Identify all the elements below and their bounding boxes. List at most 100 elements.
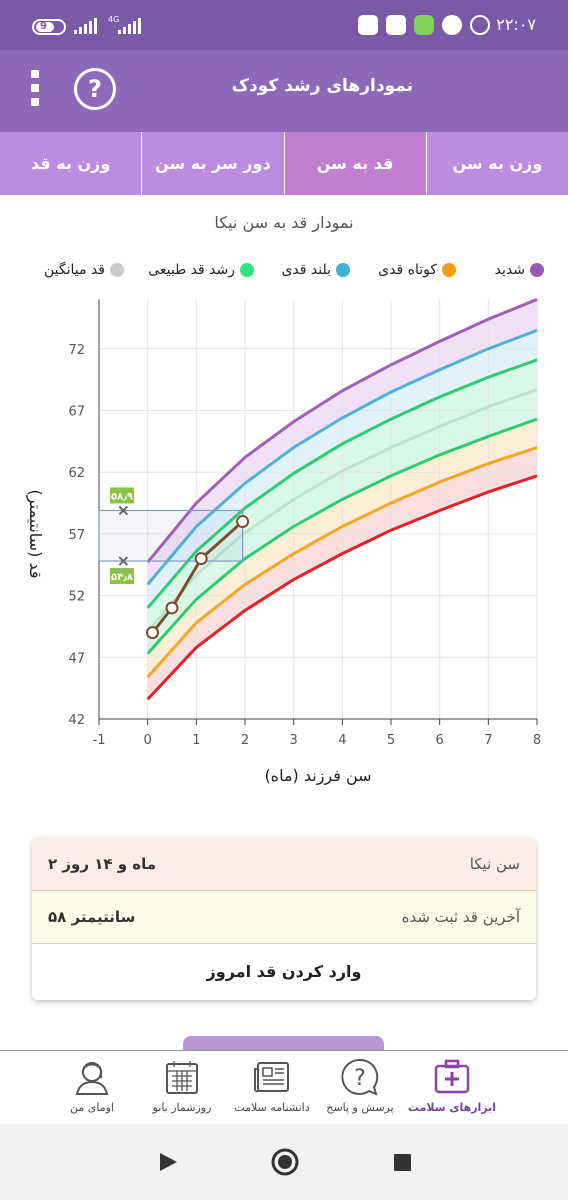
y-tick-label: 42 [68, 713, 85, 728]
status-bar: 9 4G ۲۲:۰۷ [0, 0, 568, 50]
battery-level: 9 [40, 21, 47, 32]
nav-label: ابزارهای سلامت [407, 1101, 497, 1114]
legend-label: کوتاه قدی [378, 262, 437, 278]
range-badge-label: ۵۸٫۹ [111, 491, 133, 502]
question-icon: ? [88, 75, 102, 103]
child-info-card: سن نیکا ۲ ماه و ۱۴ روز آخرین قد ثبت شده … [32, 838, 536, 1000]
x-tick-label: 8 [533, 733, 541, 748]
svg-text:?: ? [354, 1066, 366, 1091]
legend-item-severe: شدید [495, 262, 544, 278]
shield-notification-icon [442, 15, 462, 35]
enter-height-button[interactable]: وارد کردن قد امروز [206, 962, 362, 981]
nav-label: روزشمار بانو [152, 1101, 212, 1114]
back-play-icon[interactable] [158, 1152, 178, 1172]
age-label: سن نیکا [469, 855, 520, 873]
legend-item-average: قد میانگین [44, 262, 124, 278]
range-badge [110, 568, 134, 585]
network-type: 4G [108, 15, 120, 24]
legend-item-tall: بلند قدی [281, 262, 350, 278]
legend-label: قد میانگین [44, 262, 105, 278]
child-height-point[interactable] [146, 626, 160, 640]
child-height-point[interactable] [194, 552, 208, 566]
series-line [146, 446, 538, 679]
y-tick-label: 52 [68, 590, 85, 605]
band-area [147, 359, 537, 632]
legend-label: شدید [494, 262, 525, 278]
legend-label: رشد قد طبیعی [148, 262, 235, 278]
legend-dot [240, 263, 254, 277]
band-area [147, 330, 537, 608]
series-line [146, 474, 538, 701]
y-tick-label: 62 [68, 466, 85, 481]
nav-label: اومای من [70, 1101, 114, 1114]
cross-marker-icon [118, 505, 129, 516]
battery-icon: 9 [32, 19, 66, 35]
x-tick-label: 2 [241, 733, 249, 748]
nav-label: دانشنامه سلامت [234, 1101, 310, 1114]
legend-item-normal: رشد قد طبیعی [148, 262, 254, 278]
nav-item-qa[interactable]: ? پرسش و پاسخ [310, 1051, 410, 1125]
chart-tabs: وزن به قد دور سر به سن قد به سن وزن به س… [0, 132, 568, 195]
health-kit-icon [434, 1059, 470, 1094]
child-height-line [151, 520, 244, 634]
y-tick-label: 67 [68, 405, 85, 420]
x-tick-label: 0 [144, 733, 152, 748]
child-height-point[interactable] [165, 601, 179, 615]
y-tick-label: 72 [68, 343, 85, 358]
game-notification-icon [414, 15, 434, 35]
clock: ۲۲:۰۷ [496, 15, 536, 34]
x-tick-label: 4 [338, 733, 346, 748]
system-navigation [0, 1124, 568, 1200]
legend-item-short: کوتاه قدی [378, 262, 456, 278]
x-tick-label: 1 [192, 733, 200, 748]
x-tick-label: -1 [93, 733, 106, 748]
collapsed-sheet-handle[interactable] [183, 1036, 384, 1052]
recents-square-icon[interactable] [393, 1153, 413, 1173]
grid-notification-icon [386, 15, 406, 35]
series-line [146, 328, 538, 586]
range-badge-label: ۵۴٫۸ [111, 572, 133, 583]
calendar-icon [166, 1061, 198, 1094]
nav-label: پرسش و پاسخ [326, 1101, 394, 1114]
band-area [147, 389, 537, 654]
question-bubble-icon: ? [341, 1058, 379, 1096]
signal-icon-2 [118, 18, 141, 34]
legend-dot [336, 263, 350, 277]
bottom-navigation: ابزارهای سلامت ? پرسش و پاسخ دانشنامه سل… [0, 1050, 568, 1124]
chart-legend: شدید کوتاه قدی بلند قدی رشد قد طبیعی قد … [14, 262, 554, 284]
series-line [146, 417, 538, 655]
chart-title: نمودار قد به سن نیکا [214, 213, 354, 232]
nav-item-health-tools[interactable]: ابزارهای سلامت [402, 1051, 502, 1125]
range-badge [110, 487, 134, 504]
series-line [146, 358, 538, 609]
legend-dot [530, 263, 544, 277]
page-title: نمودارهای رشد کودک [231, 76, 413, 96]
signal-icon [74, 18, 97, 34]
x-tick-label: 3 [290, 733, 298, 748]
child-height-point[interactable] [236, 515, 250, 529]
nav-item-calendar[interactable]: روزشمار بانو [132, 1051, 232, 1125]
kebab-menu-icon[interactable] [31, 70, 39, 106]
legend-label: بلند قدی [281, 262, 331, 278]
x-tick-label: 6 [436, 733, 444, 748]
tab-weight-for-height[interactable]: وزن به قد [0, 132, 143, 195]
y-tick-label: 47 [68, 651, 85, 666]
help-button[interactable]: ? [74, 68, 116, 110]
x-tick-label: 7 [484, 733, 492, 748]
tab-height-for-age[interactable]: قد به سن [284, 132, 427, 195]
last-height-value: ۵۸ سانتیمتر [48, 908, 136, 926]
tab-head-for-age[interactable]: دور سر به سن [142, 132, 285, 195]
nav-item-profile[interactable]: اومای من [42, 1051, 142, 1125]
range-box [98, 509, 244, 562]
band-area [147, 299, 537, 585]
x-tick-label: 5 [387, 733, 395, 748]
alarm-icon [470, 15, 490, 35]
y-tick-label: 57 [68, 528, 85, 543]
nav-item-encyclopedia[interactable]: دانشنامه سلامت [222, 1051, 322, 1125]
last-height-row: آخرین قد ثبت شده ۵۸ سانتیمتر [32, 891, 536, 944]
home-circle-icon[interactable] [271, 1148, 299, 1176]
y-axis-label: قد (سانتیمتر) [25, 490, 45, 579]
tab-weight-for-age[interactable]: وزن به سن [452, 154, 543, 173]
legend-dot [442, 263, 456, 277]
